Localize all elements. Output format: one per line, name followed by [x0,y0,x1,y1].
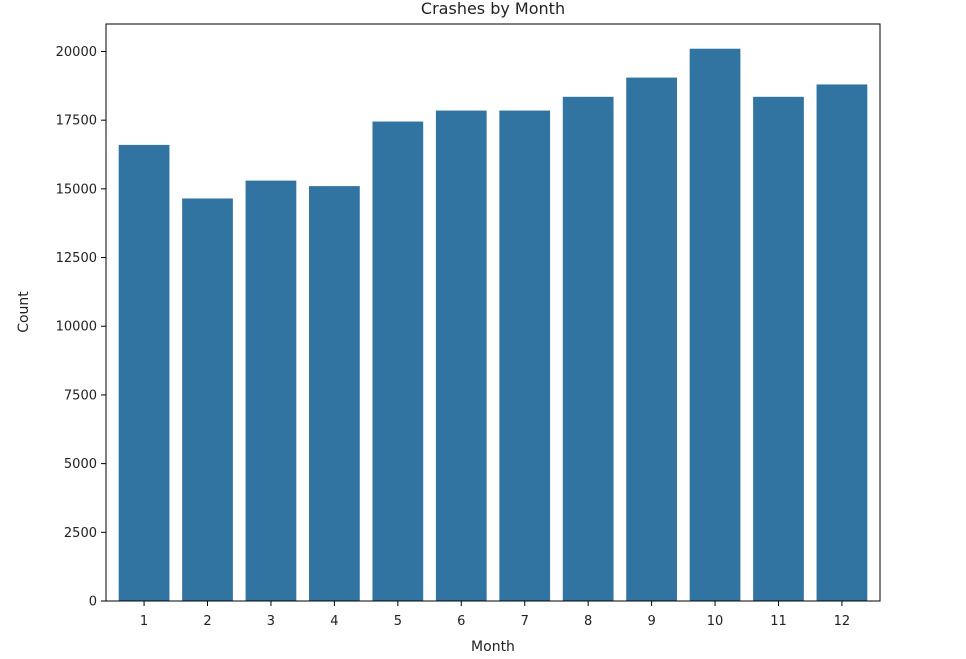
y-tick-label: 5000 [64,457,97,472]
bar-month-12 [816,84,868,601]
bar-month-5 [372,121,424,601]
x-tick-label: 9 [647,614,655,629]
bar-month-4 [309,186,360,602]
y-tick-label: 10000 [56,320,97,335]
plot-frame [105,23,881,602]
x-tick-label: 12 [834,614,851,629]
y-tick-label: 15000 [56,182,97,197]
x-tick-label: 2 [203,614,211,629]
x-tick-label: 8 [584,614,592,629]
bar-month-3 [245,180,297,602]
y-tick-label: 20000 [56,45,97,60]
x-tick-label: 11 [770,614,787,629]
y-tick-label: 12500 [56,251,97,266]
x-tick-label: 7 [521,614,529,629]
bar-month-2 [182,198,233,601]
x-tick-label: 4 [330,614,338,629]
y-tick-label: 0 [89,595,97,610]
x-tick-label: 3 [267,614,275,629]
chart-title: Crashes by Month [421,0,565,18]
x-tick-label: 5 [394,614,402,629]
y-tick-label: 17500 [56,114,97,129]
y-axis: 0 2500 5000 7500 10000 12500 15000 17500 20000 [56,45,106,610]
x-axis-label: Month [471,639,515,655]
bar-month-10 [689,48,741,602]
x-tick-label: 10 [707,614,724,629]
y-tick-label: 2500 [64,526,97,541]
y-tick-label: 7500 [64,388,97,403]
bars-group [118,48,868,602]
bar-month-11 [753,96,804,601]
bar-month-8 [562,96,614,601]
bar-month-6 [435,110,487,602]
bar-month-9 [626,77,677,601]
y-axis-label: Count [16,291,32,333]
bar-month-7 [499,110,551,602]
bar-month-1 [118,144,170,601]
x-tick-label: 1 [140,614,148,629]
x-tick-label: 6 [457,614,465,629]
x-axis: 1 2 3 4 5 6 7 8 9 10 11 12 [140,601,850,629]
